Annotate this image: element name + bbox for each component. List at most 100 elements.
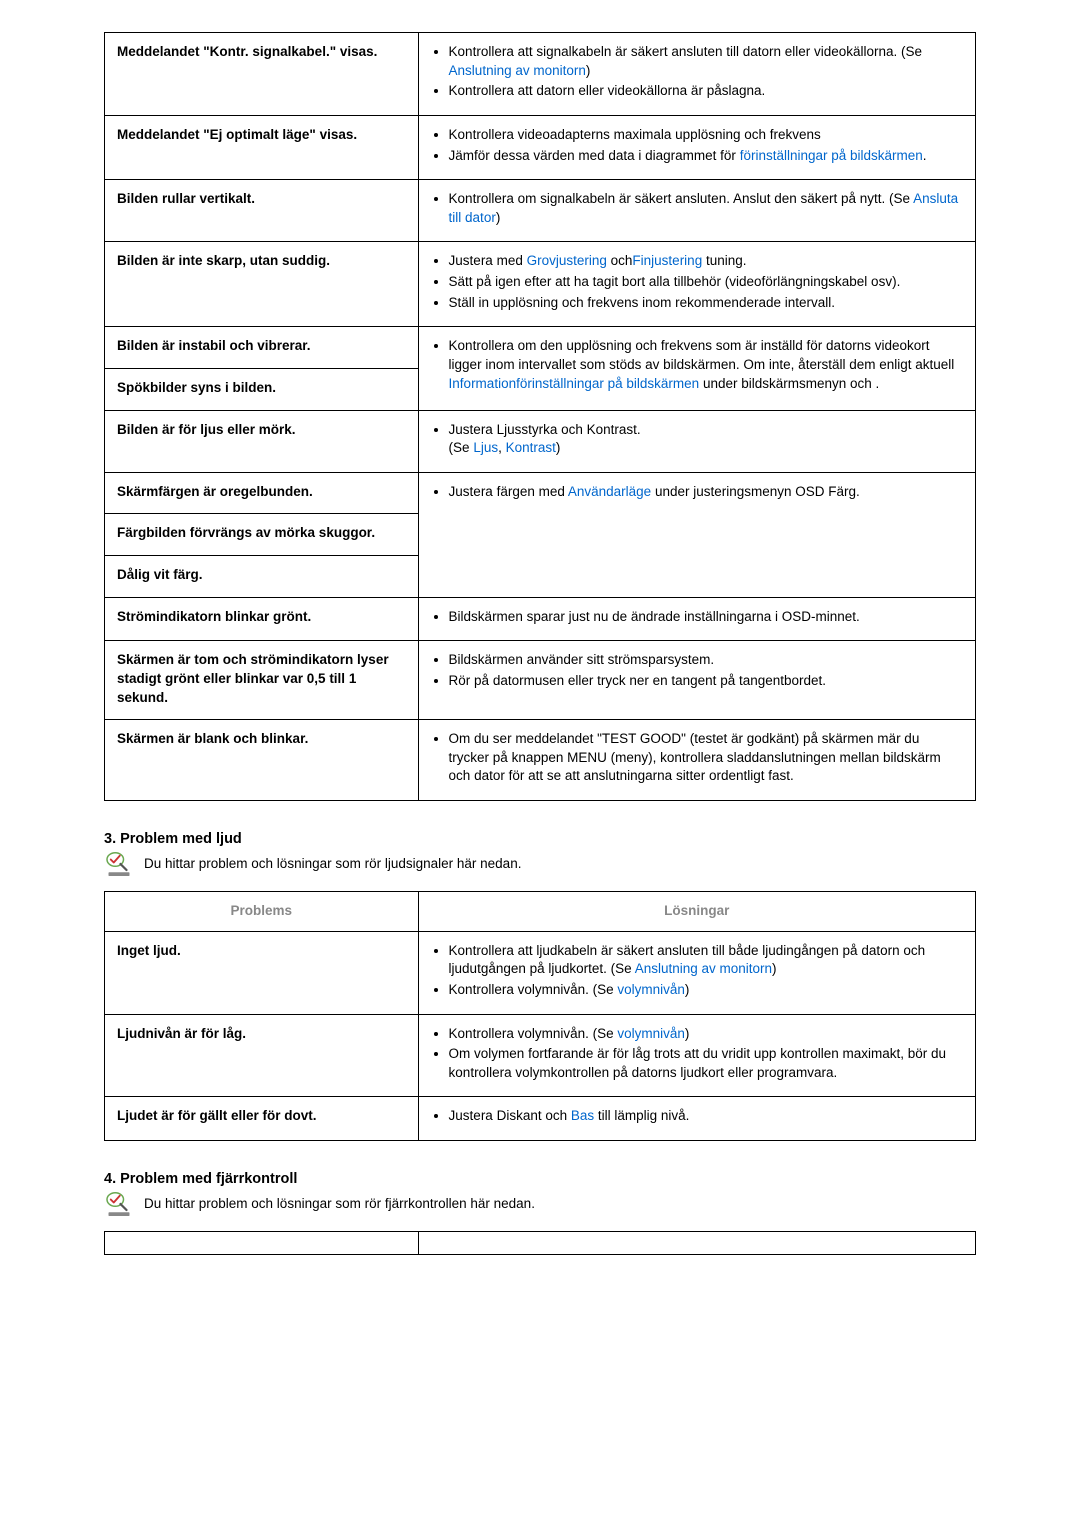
problem-cell: Bilden är instabil och vibrerar.: [105, 327, 419, 369]
audio-header-problem: Problems: [105, 892, 419, 932]
table-row: Inget ljud. Kontrollera att ljudkabeln är…: [105, 931, 976, 1014]
section-3-row: Du hittar problem och lösningar som rör …: [104, 853, 976, 877]
problem-cell: Skärmen är blank och blinkar.: [105, 720, 419, 801]
remote-empty-solution: [418, 1232, 975, 1255]
solution-list: Kontrollera om den upplösning och frekve…: [431, 337, 963, 393]
audio-tbody: Inget ljud. Kontrollera att ljudkabeln är…: [105, 931, 976, 1140]
doc-link[interactable]: Bas: [571, 1108, 594, 1123]
table-row: Strömindikatorn blinkar grönt. Bildskärme…: [105, 597, 976, 641]
table-row: Meddelandet "Ej optimalt läge" visas. Kon…: [105, 115, 976, 179]
doc-link[interactable]: Information: [449, 376, 517, 391]
solution-list: Kontrollera volymnivån. (Se volymnivån)O…: [431, 1025, 963, 1083]
remote-empty-problem: [105, 1232, 419, 1255]
doc-link[interactable]: Ansluta till dator: [449, 191, 959, 225]
solution-list: Justera Diskant och Bas till lämplig niv…: [431, 1107, 963, 1126]
solution-item: Rör på datormusen eller tryck ner en tan…: [449, 672, 963, 691]
problem-cell: Bilden är inte skarp, utan suddig.: [105, 242, 419, 327]
table-row: Bilden är inte skarp, utan suddig. Juster…: [105, 242, 976, 327]
solution-list: Kontrollera om signalkabeln är säkert an…: [431, 190, 963, 227]
solution-cell: Justera färgen med Användarläge under ju…: [418, 472, 975, 597]
solution-list: Justera med Grovjustering ochFinjusterin…: [431, 252, 963, 312]
solution-cell: Justera Diskant och Bas till lämplig niv…: [418, 1097, 975, 1141]
doc-link[interactable]: Ljus: [473, 440, 498, 455]
problem-cell: Bilden är för ljus eller mörk.: [105, 410, 419, 472]
doc-link[interactable]: Kontrast: [506, 440, 556, 455]
doc-link[interactable]: volymnivån: [617, 982, 685, 997]
doc-link[interactable]: förinställningar på bildskärmen: [516, 376, 699, 391]
audio-header-row: Problems Lösningar: [105, 892, 976, 932]
solution-item: Bildskärmen använder sitt strömsparsyste…: [449, 651, 963, 670]
solution-list: Justera Ljusstyrka och Kontrast.(Se Ljus…: [431, 421, 963, 458]
solution-cell: Kontrollera att signalkabeln är säkert a…: [418, 33, 975, 116]
solution-list: Justera färgen med Användarläge under ju…: [431, 483, 963, 502]
problem-cell: Dålig vit färg.: [105, 556, 419, 598]
table-row: Skärmfärgen är oregelbunden. Justera färg…: [105, 472, 976, 514]
doc-link[interactable]: volymnivån: [617, 1026, 685, 1041]
solution-item: Kontrollera att signalkabeln är säkert a…: [449, 43, 963, 80]
solution-item: Kontrollera att ljudkabeln är säkert ans…: [449, 942, 963, 979]
audio-problems-table: Problems Lösningar Inget ljud.Kontroller…: [104, 891, 976, 1141]
problem-cell: Meddelandet "Kontr. signalkabel." visas.: [105, 33, 419, 116]
section-3-title: 3. Problem med ljud: [104, 829, 976, 849]
table-row: Bilden är instabil och vibrerar.Kontroll…: [105, 327, 976, 369]
solution-cell: Kontrollera om den upplösning och frekve…: [418, 327, 975, 410]
solution-cell: Kontrollera videoadapterns maximala uppl…: [418, 115, 975, 179]
solution-item: Justera Diskant och Bas till lämplig niv…: [449, 1107, 963, 1126]
solution-item: Jämför dessa värden med data i diagramme…: [449, 147, 963, 166]
problem-cell: Skärmen är tom och strömindikatorn lyser…: [105, 641, 419, 720]
table-row: Ljudet är för gällt eller för dovt. Juste…: [105, 1097, 976, 1141]
solution-list: Kontrollera videoadapterns maximala uppl…: [431, 126, 963, 165]
problem-cell: Färgbilden förvrängs av mörka skuggor.: [105, 514, 419, 556]
solution-item: Justera färgen med Användarläge under ju…: [449, 483, 963, 502]
problem-cell: Strömindikatorn blinkar grönt.: [105, 597, 419, 641]
solution-cell: Kontrollera om signalkabeln är säkert an…: [418, 180, 975, 242]
problem-cell: Bilden rullar vertikalt.: [105, 180, 419, 242]
solution-line: (Se Ljus, Kontrast): [449, 439, 963, 458]
audio-header-solution: Lösningar: [418, 892, 975, 932]
solution-item: Om du ser meddelandet "TEST GOOD" (teste…: [449, 730, 963, 786]
doc-link[interactable]: Anslutning av monitorn: [635, 961, 772, 976]
solution-cell: Justera med Grovjustering ochFinjusterin…: [418, 242, 975, 327]
solution-cell: Bildskärmen använder sitt strömsparsyste…: [418, 641, 975, 720]
solution-item: Kontrollera att datorn eller videokällor…: [449, 82, 963, 101]
table-row: Ljudnivån är för låg.Kontrollera volymni…: [105, 1014, 976, 1097]
section-4-row: Du hittar problem och lösningar som rör …: [104, 1193, 976, 1217]
solution-cell: Om du ser meddelandet "TEST GOOD" (teste…: [418, 720, 975, 801]
section-4-desc: Du hittar problem och lösningar som rör …: [144, 1193, 535, 1214]
solution-item: Kontrollera om signalkabeln är säkert an…: [449, 190, 963, 227]
table-row: Meddelandet "Kontr. signalkabel." visas.…: [105, 33, 976, 116]
doc-link[interactable]: Grovjustering: [527, 253, 607, 268]
problem-cell: Ljudet är för gällt eller för dovt.: [105, 1097, 419, 1141]
table-row: Skärmen är tom och strömindikatorn lyser…: [105, 641, 976, 720]
check-icon: [104, 1191, 134, 1217]
problem-cell: Skärmfärgen är oregelbunden.: [105, 472, 419, 514]
remote-empty-row: [105, 1232, 976, 1255]
solution-item: Justera Ljusstyrka och Kontrast.(Se Ljus…: [449, 421, 963, 458]
solution-item: Kontrollera videoadapterns maximala uppl…: [449, 126, 963, 145]
problem-cell: Ljudnivån är för låg.: [105, 1014, 419, 1097]
table-row: Bilden är för ljus eller mörk. Justera Lj…: [105, 410, 976, 472]
solution-item: Kontrollera om den upplösning och frekve…: [449, 337, 963, 393]
solution-item: Bildskärmen sparar just nu de ändrade in…: [449, 608, 963, 627]
solution-item: Justera med Grovjustering ochFinjusterin…: [449, 252, 963, 271]
display-problems-table: Meddelandet "Kontr. signalkabel." visas.…: [104, 32, 976, 801]
section-4-title: 4. Problem med fjärrkontroll: [104, 1169, 976, 1189]
solution-item: Sätt på igen efter att ha tagit bort all…: [449, 273, 963, 292]
doc-link[interactable]: Användarläge: [568, 484, 651, 499]
solution-cell: Bildskärmen sparar just nu de ändrade in…: [418, 597, 975, 641]
problem-cell: Meddelandet "Ej optimalt läge" visas.: [105, 115, 419, 179]
table-row: Skärmen är blank och blinkar. Om du ser m…: [105, 720, 976, 801]
solution-cell: Justera Ljusstyrka och Kontrast.(Se Ljus…: [418, 410, 975, 472]
table-row: Bilden rullar vertikalt. Kontrollera om s…: [105, 180, 976, 242]
problem-cell: Inget ljud.: [105, 931, 419, 1014]
solution-list: Kontrollera att ljudkabeln är säkert ans…: [431, 942, 963, 1000]
doc-link[interactable]: Finjustering: [632, 253, 702, 268]
check-icon: [104, 851, 134, 877]
solution-list: Om du ser meddelandet "TEST GOOD" (teste…: [431, 730, 963, 786]
solution-list: Kontrollera att signalkabeln är säkert a…: [431, 43, 963, 101]
doc-link[interactable]: förinställningar på bildskärmen: [740, 148, 923, 163]
solution-list: Bildskärmen sparar just nu de ändrade in…: [431, 608, 963, 627]
section-3-desc: Du hittar problem och lösningar som rör …: [144, 853, 521, 874]
remote-problems-table: [104, 1231, 976, 1255]
doc-link[interactable]: Anslutning av monitorn: [449, 63, 586, 78]
